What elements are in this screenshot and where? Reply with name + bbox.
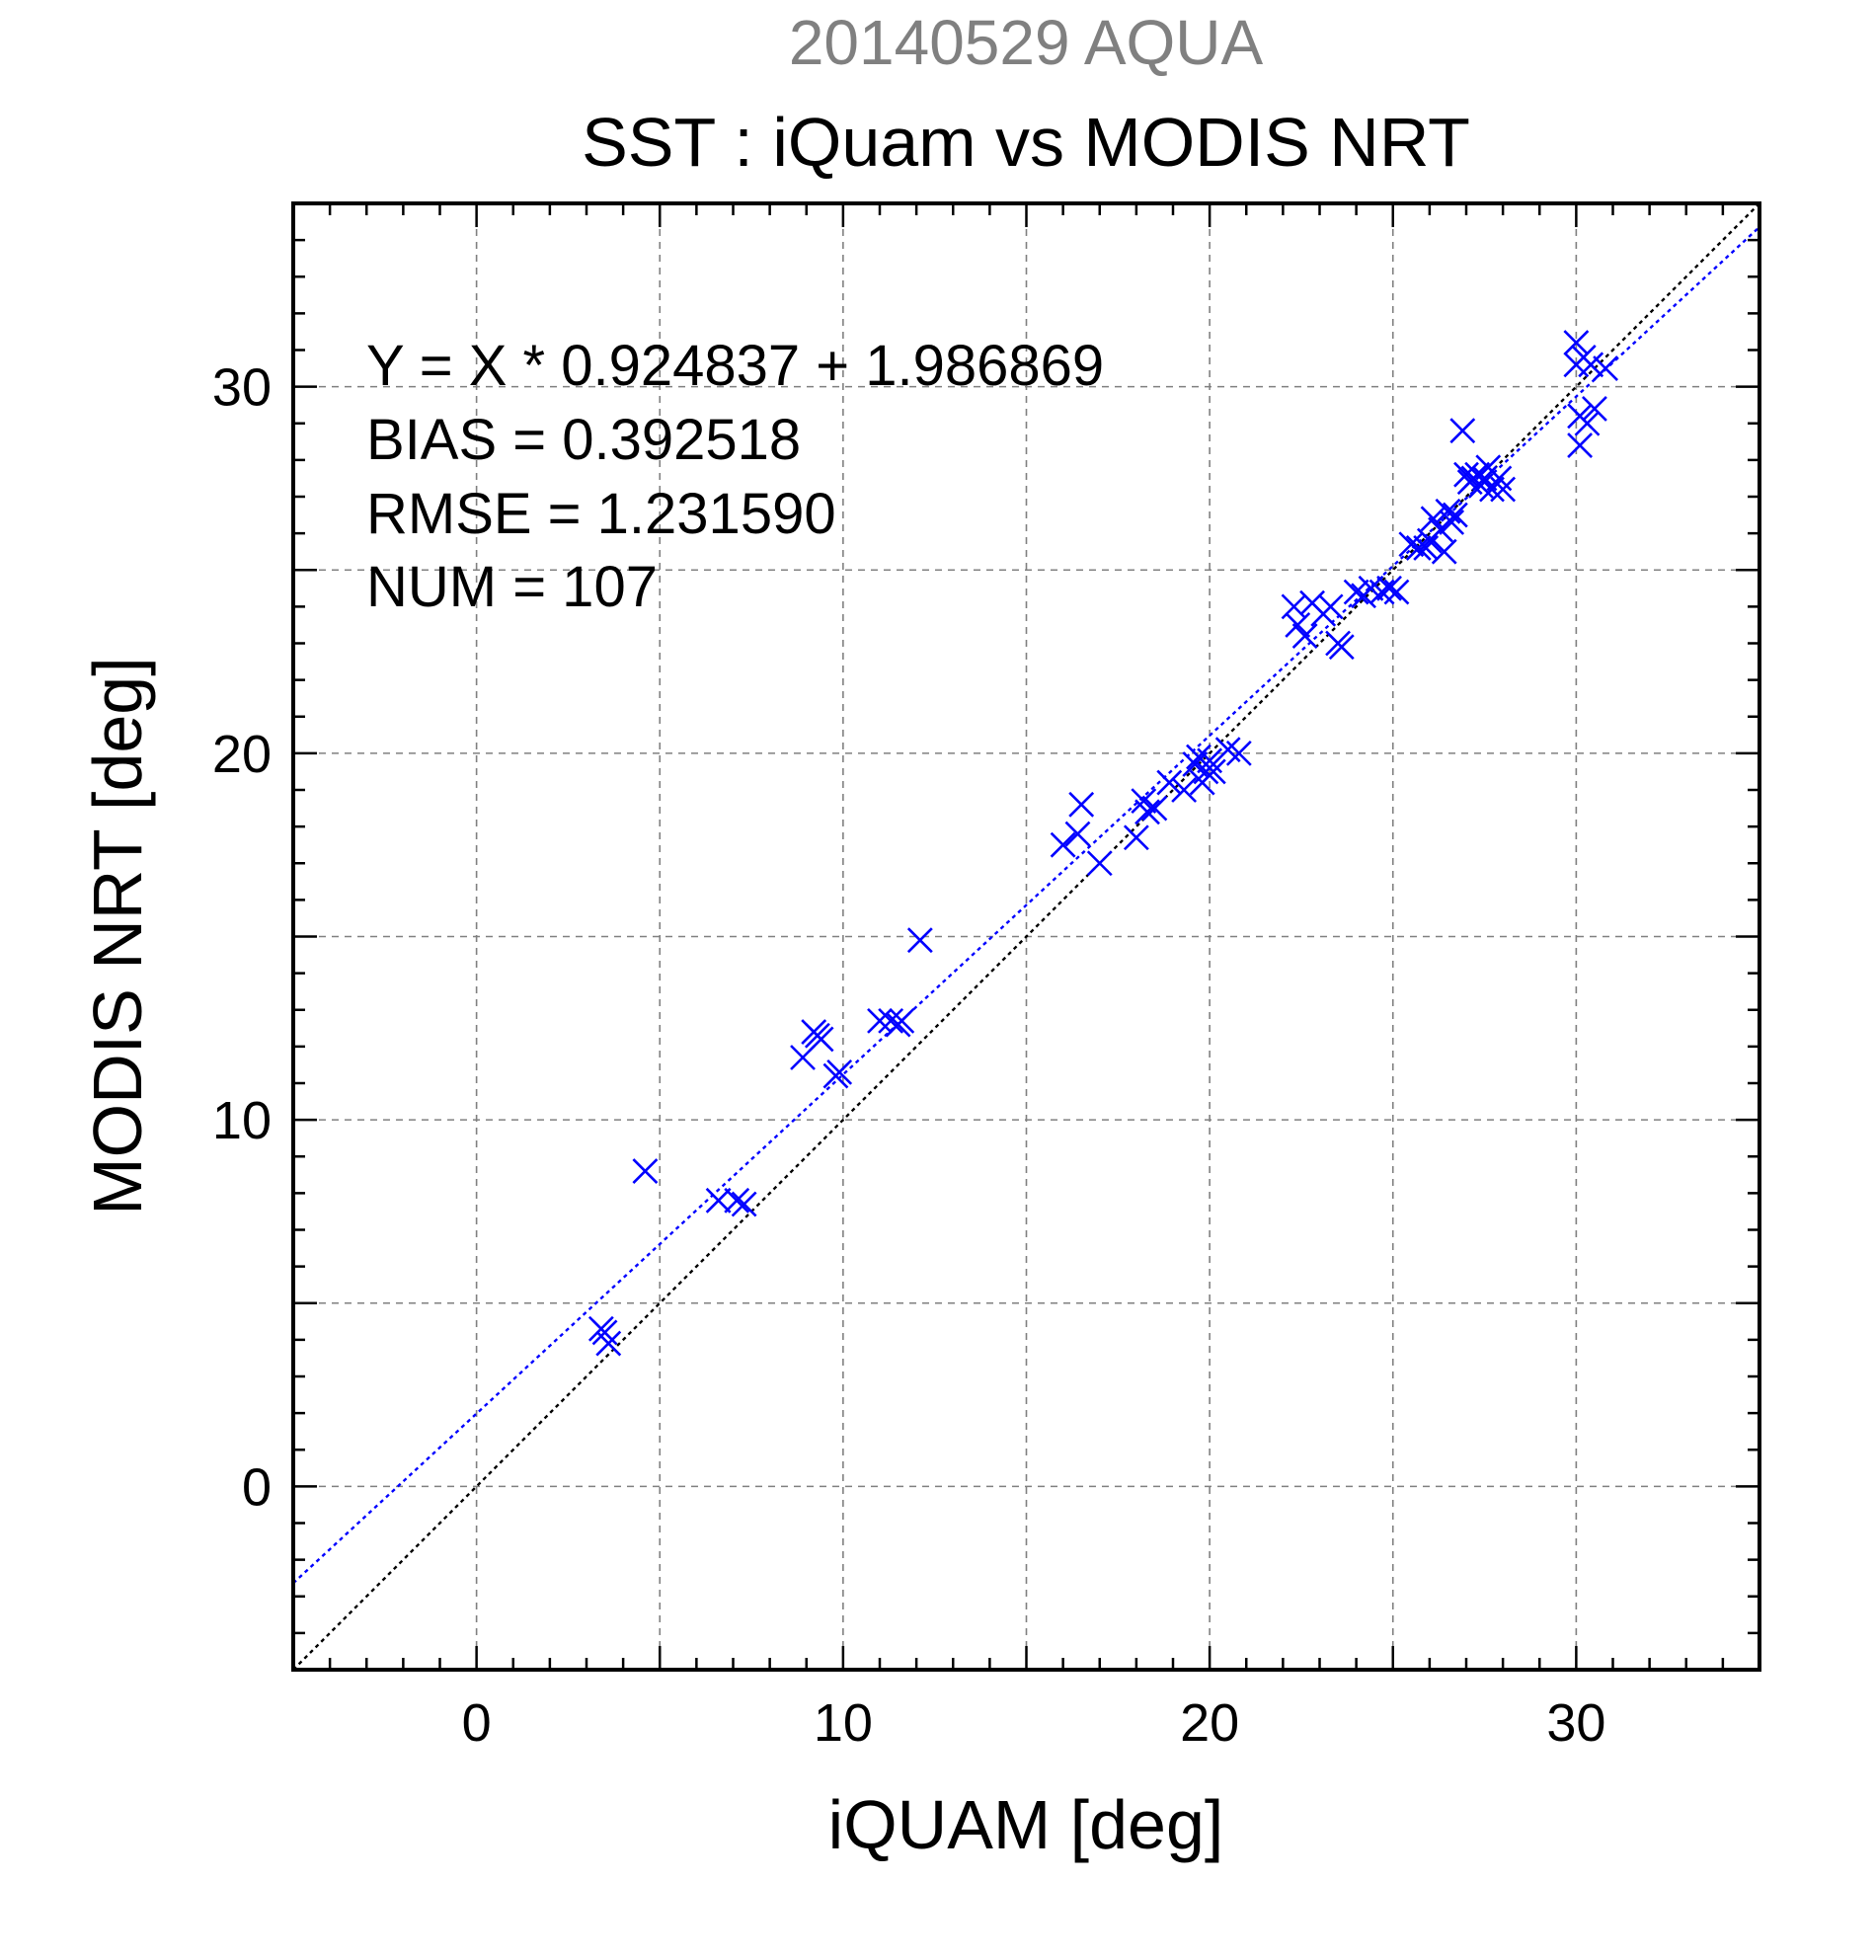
fit-line [292,226,1760,1585]
data-point [1068,791,1095,818]
data-point [867,1007,893,1034]
data-point [1479,476,1505,503]
data-point [1574,410,1601,436]
data-point [1141,795,1168,822]
stats-bias: BIAS = 0.392518 [366,408,801,472]
data-point [1317,593,1344,620]
x-tick-label: 10 [814,1693,873,1753]
data-point [724,1187,750,1214]
data-point [731,1191,757,1217]
y-axis-label: MODIS NRT [deg] [79,657,156,1215]
data-point [808,1026,834,1053]
data-point [1567,432,1594,458]
data-point [1182,751,1209,777]
data-point [1171,777,1198,803]
data-point [1285,612,1311,638]
data-point [1442,502,1468,528]
x-tick-label: 20 [1180,1693,1239,1753]
data-point [826,1058,853,1085]
data-point [1449,418,1476,444]
stats-num: NUM = 107 [366,555,658,619]
data-point [1291,623,1318,649]
data-point [595,1330,622,1357]
identity-line [292,202,1760,1671]
data-point [632,1158,659,1185]
data-point [1123,824,1149,851]
data-point [906,927,933,954]
stats-fit-equation: Y = X * 0.924837 + 1.986869 [366,334,1104,398]
data-point [1593,355,1618,381]
line-layer [292,202,1760,1671]
point-layer [587,330,1618,1357]
data-point [1431,538,1457,565]
chart-title: SST : iQuam vs MODIS NRT [582,104,1470,181]
grid-layer [293,203,1759,1670]
data-point [1086,850,1113,877]
data-point [1582,395,1607,422]
data-point [1376,575,1402,601]
data-point [1343,579,1369,605]
data-point [1281,593,1307,620]
tick-layer: 0 10 20 30 0 10 20 30 [212,201,1761,1753]
x-axis-label: iQUAM [deg] [828,1786,1224,1863]
data-point [1578,352,1604,378]
x-tick-label: 30 [1546,1693,1605,1753]
data-point [1453,461,1479,488]
data-point [1225,740,1252,766]
data-point [1563,330,1590,355]
data-point [1200,758,1226,785]
data-point [1156,769,1183,796]
data-point [1405,535,1432,561]
y-tick-label: 10 [212,1091,272,1150]
x-tick-label: 0 [462,1693,492,1753]
y-tick-label: 0 [242,1457,272,1517]
data-point [889,1007,915,1034]
y-tick-label: 30 [212,358,272,418]
data-point [1328,634,1355,661]
data-point [1439,510,1465,535]
data-point [1050,831,1076,858]
data-point [878,1007,904,1034]
data-point [1064,821,1091,847]
data-point [705,1187,732,1214]
data-point [1134,799,1160,825]
stats-rmse: RMSE = 1.231590 [366,482,836,546]
data-point [1383,579,1410,605]
date-title: 20140529 AQUA [789,7,1264,78]
y-tick-label: 20 [212,725,272,784]
data-point [1490,476,1517,503]
